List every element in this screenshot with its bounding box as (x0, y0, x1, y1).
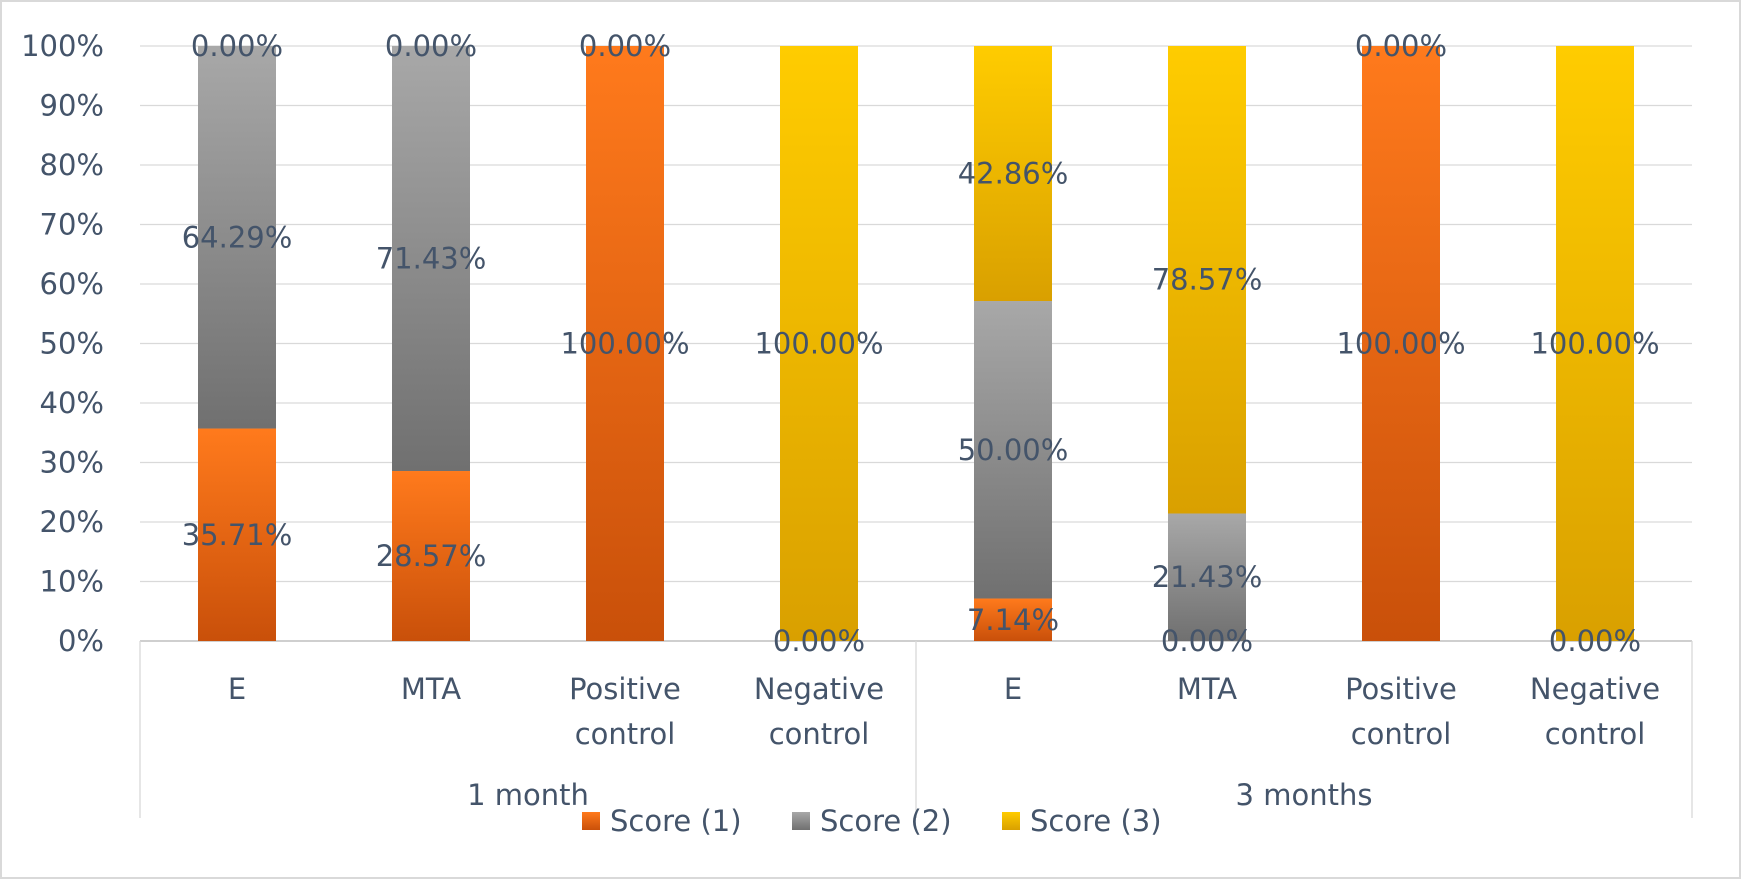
bar-segment (198, 428, 276, 641)
category-label: Positive (1345, 672, 1457, 706)
category-label: control (1351, 717, 1452, 751)
data-label: 78.57% (1152, 263, 1263, 297)
bar-segment (974, 598, 1052, 641)
category-label: control (769, 717, 870, 751)
y-tick-label: 50% (40, 327, 104, 361)
legend-swatch (792, 812, 810, 830)
group-label: 1 month (467, 778, 589, 812)
bar-segment (974, 301, 1052, 599)
data-label: 71.43% (376, 242, 487, 276)
data-label: 100.00% (1336, 327, 1465, 361)
legend-label: Score (2) (820, 804, 952, 838)
data-label: 0.00% (1161, 624, 1253, 658)
category-label: E (1004, 672, 1022, 706)
data-label: 28.57% (376, 539, 487, 573)
bar-segment (586, 46, 664, 641)
y-tick-label: 30% (40, 446, 104, 480)
legend: Score (1) Score (2) Score (3) (582, 804, 1162, 838)
bar-segment (1556, 46, 1634, 641)
data-label: 64.29% (182, 220, 293, 254)
bar-segment (392, 471, 470, 641)
data-label: 100.00% (754, 327, 883, 361)
data-label: 35.71% (182, 518, 293, 552)
legend-label: Score (1) (610, 804, 742, 838)
data-label: 0.00% (385, 29, 477, 63)
y-tick-label: 90% (40, 89, 104, 123)
category-label: MTA (401, 672, 461, 706)
category-label: Negative (1530, 672, 1660, 706)
y-tick-label: 70% (40, 208, 104, 242)
x-axis: E MTA Positive control Negative control E MTA Po… (139, 641, 1693, 818)
data-label: 100.00% (1530, 327, 1659, 361)
category-label: MTA (1177, 672, 1237, 706)
data-label: 0.00% (773, 624, 865, 658)
y-tick-label: 100% (21, 29, 104, 63)
category-label: control (575, 717, 676, 751)
legend-label: Score (3) (1030, 804, 1162, 838)
y-tick-label: 60% (40, 267, 104, 301)
y-tick-label: 10% (40, 565, 104, 599)
group-label: 3 months (1236, 778, 1373, 812)
data-label: 50.00% (958, 433, 1069, 467)
y-axis: 0% 10% 20% 30% 40% 50% 60% 70% 80% 90% 100% (21, 29, 104, 658)
bar-segment (974, 46, 1052, 302)
data-label: 0.00% (579, 29, 671, 63)
data-label: 100.00% (560, 327, 689, 361)
data-label: 0.00% (1355, 29, 1447, 63)
data-label: 0.00% (1549, 624, 1641, 658)
data-label: 21.43% (1152, 560, 1263, 594)
y-tick-label: 20% (40, 505, 104, 539)
bar-segment (1362, 46, 1440, 641)
category-label: E (228, 672, 246, 706)
y-tick-label: 0% (58, 624, 104, 658)
bar-segment (1168, 513, 1246, 641)
legend-swatch (582, 812, 600, 830)
bars (198, 46, 1634, 641)
data-labels: 35.71% 64.29% 0.00% 28.57% 71.43% 0.00% 100.00… (182, 29, 1660, 658)
data-label: 0.00% (191, 29, 283, 63)
legend-swatch (1002, 812, 1020, 830)
data-label: 42.86% (958, 157, 1069, 191)
bar-segment (198, 46, 276, 429)
y-tick-label: 80% (40, 148, 104, 182)
category-label: Positive (569, 672, 681, 706)
bar-segment (780, 46, 858, 641)
y-tick-label: 40% (40, 386, 104, 420)
data-label: 7.14% (967, 603, 1059, 637)
bar-segment (392, 46, 470, 472)
bar-segment (1168, 46, 1246, 514)
category-label: Negative (754, 672, 884, 706)
category-label: control (1545, 717, 1646, 751)
